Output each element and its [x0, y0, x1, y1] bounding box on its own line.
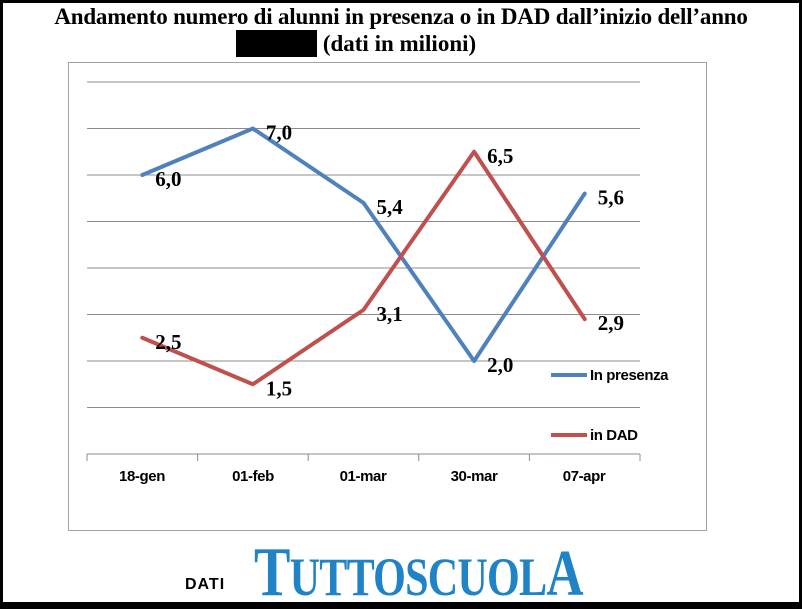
data-point-label: 5,4 [377, 195, 404, 219]
data-point-label: 2,0 [487, 353, 513, 377]
logo-first-letter: T [254, 534, 290, 609]
redaction-box [235, 30, 317, 57]
legend-line-swatch-blue [551, 373, 587, 377]
chart-title-line2: (dati in milioni) [0, 30, 712, 57]
data-point-label: 6,0 [155, 167, 181, 191]
data-point-label: 6,5 [487, 144, 513, 168]
x-axis-label-4: 30-mar [450, 468, 498, 485]
data-point-label: 3,1 [377, 302, 403, 326]
series-line-in-dad [140, 149, 587, 387]
legend-label-in-dad: in DAD [590, 426, 638, 444]
x-axis-label-5: 07-apr [562, 468, 606, 485]
logo-middle-letters: UTTOSCUOL [289, 547, 547, 607]
legend-item-in-dad: in DAD [551, 424, 638, 446]
chart-subtitle: (dati in milioni) [322, 30, 477, 56]
chart-title-line1: Andamento numero di alunni in presenza o… [54, 4, 748, 29]
data-point-label: 1,5 [266, 376, 292, 400]
x-axis-label-2: 01-feb [232, 468, 274, 485]
chart-plot: 6,0 7,0 5,4 2,0 5,6 2,5 1,5 3,1 6,5 2,9 [86, 81, 641, 461]
data-point-label: 7,0 [266, 121, 292, 145]
chart-area-frame [68, 62, 707, 531]
data-point-label: 2,5 [155, 330, 181, 354]
x-axis-label-1: 18-gen [119, 468, 165, 485]
dati-source-label: DATI [185, 576, 226, 593]
tuttoscuola-logo: T UTTOSCUOL A [254, 534, 584, 609]
legend-item-in-presenza: In presenza [551, 364, 669, 386]
logo-last-letter: A [546, 537, 583, 609]
legend-label-in-presenza: In presenza [590, 366, 669, 384]
x-axis-label-3: 01-mar [339, 468, 387, 485]
legend-line-swatch-red [551, 433, 587, 437]
data-point-label: 2,9 [598, 311, 624, 335]
data-point-label: 5,6 [598, 186, 624, 210]
series-line-in-presenza [140, 126, 587, 363]
